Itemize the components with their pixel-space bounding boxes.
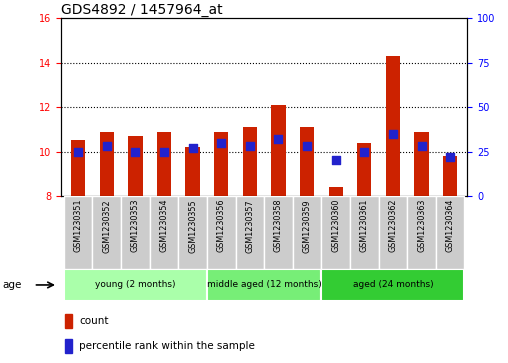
Text: GSM1230353: GSM1230353 xyxy=(131,199,140,252)
Point xyxy=(74,149,82,155)
FancyBboxPatch shape xyxy=(264,196,293,269)
Bar xyxy=(357,143,371,196)
FancyBboxPatch shape xyxy=(293,196,322,269)
Text: aged (24 months): aged (24 months) xyxy=(353,281,433,289)
Point xyxy=(103,143,111,149)
Text: GSM1230361: GSM1230361 xyxy=(360,199,369,252)
Point xyxy=(274,136,282,142)
Point xyxy=(389,131,397,136)
Text: GSM1230363: GSM1230363 xyxy=(417,199,426,252)
Bar xyxy=(415,131,429,196)
FancyBboxPatch shape xyxy=(150,196,178,269)
FancyBboxPatch shape xyxy=(92,196,121,269)
Bar xyxy=(100,131,114,196)
FancyBboxPatch shape xyxy=(350,196,378,269)
Text: GSM1230352: GSM1230352 xyxy=(102,199,111,253)
Text: GSM1230357: GSM1230357 xyxy=(245,199,255,253)
FancyBboxPatch shape xyxy=(121,196,150,269)
Text: middle aged (12 months): middle aged (12 months) xyxy=(207,281,322,289)
Bar xyxy=(65,339,72,353)
Text: GSM1230358: GSM1230358 xyxy=(274,199,283,252)
Text: GSM1230356: GSM1230356 xyxy=(217,199,226,252)
Text: age: age xyxy=(3,280,22,290)
Point xyxy=(303,143,311,149)
FancyBboxPatch shape xyxy=(322,196,350,269)
Bar xyxy=(185,147,200,196)
FancyBboxPatch shape xyxy=(436,196,464,269)
Bar xyxy=(329,187,343,196)
Text: GSM1230362: GSM1230362 xyxy=(389,199,397,252)
Bar xyxy=(443,156,457,196)
Bar xyxy=(128,136,143,196)
Point xyxy=(217,140,225,146)
Text: GDS4892 / 1457964_at: GDS4892 / 1457964_at xyxy=(61,3,223,17)
Bar xyxy=(71,140,85,196)
Point xyxy=(446,154,454,160)
Point xyxy=(160,149,168,155)
Text: GSM1230360: GSM1230360 xyxy=(331,199,340,252)
FancyBboxPatch shape xyxy=(64,196,92,269)
FancyBboxPatch shape xyxy=(207,196,236,269)
Text: GSM1230359: GSM1230359 xyxy=(303,199,311,253)
Bar xyxy=(300,127,314,196)
Bar xyxy=(65,314,72,328)
Text: GSM1230354: GSM1230354 xyxy=(160,199,169,252)
Bar xyxy=(386,56,400,196)
Text: GSM1230364: GSM1230364 xyxy=(446,199,455,252)
Point xyxy=(188,145,197,151)
Bar xyxy=(243,127,257,196)
Text: count: count xyxy=(79,316,109,326)
FancyBboxPatch shape xyxy=(207,269,322,301)
Bar xyxy=(214,131,229,196)
Bar xyxy=(157,131,171,196)
Text: young (2 months): young (2 months) xyxy=(95,281,176,289)
Point xyxy=(418,143,426,149)
FancyBboxPatch shape xyxy=(178,196,207,269)
Text: percentile rank within the sample: percentile rank within the sample xyxy=(79,341,255,351)
Point xyxy=(246,143,254,149)
Point xyxy=(332,158,340,163)
Bar xyxy=(271,105,285,196)
FancyBboxPatch shape xyxy=(378,196,407,269)
FancyBboxPatch shape xyxy=(236,196,264,269)
FancyBboxPatch shape xyxy=(322,269,464,301)
Point xyxy=(131,149,139,155)
FancyBboxPatch shape xyxy=(64,269,207,301)
Point xyxy=(360,149,368,155)
Text: GSM1230355: GSM1230355 xyxy=(188,199,197,253)
Text: GSM1230351: GSM1230351 xyxy=(74,199,83,252)
FancyBboxPatch shape xyxy=(407,196,436,269)
